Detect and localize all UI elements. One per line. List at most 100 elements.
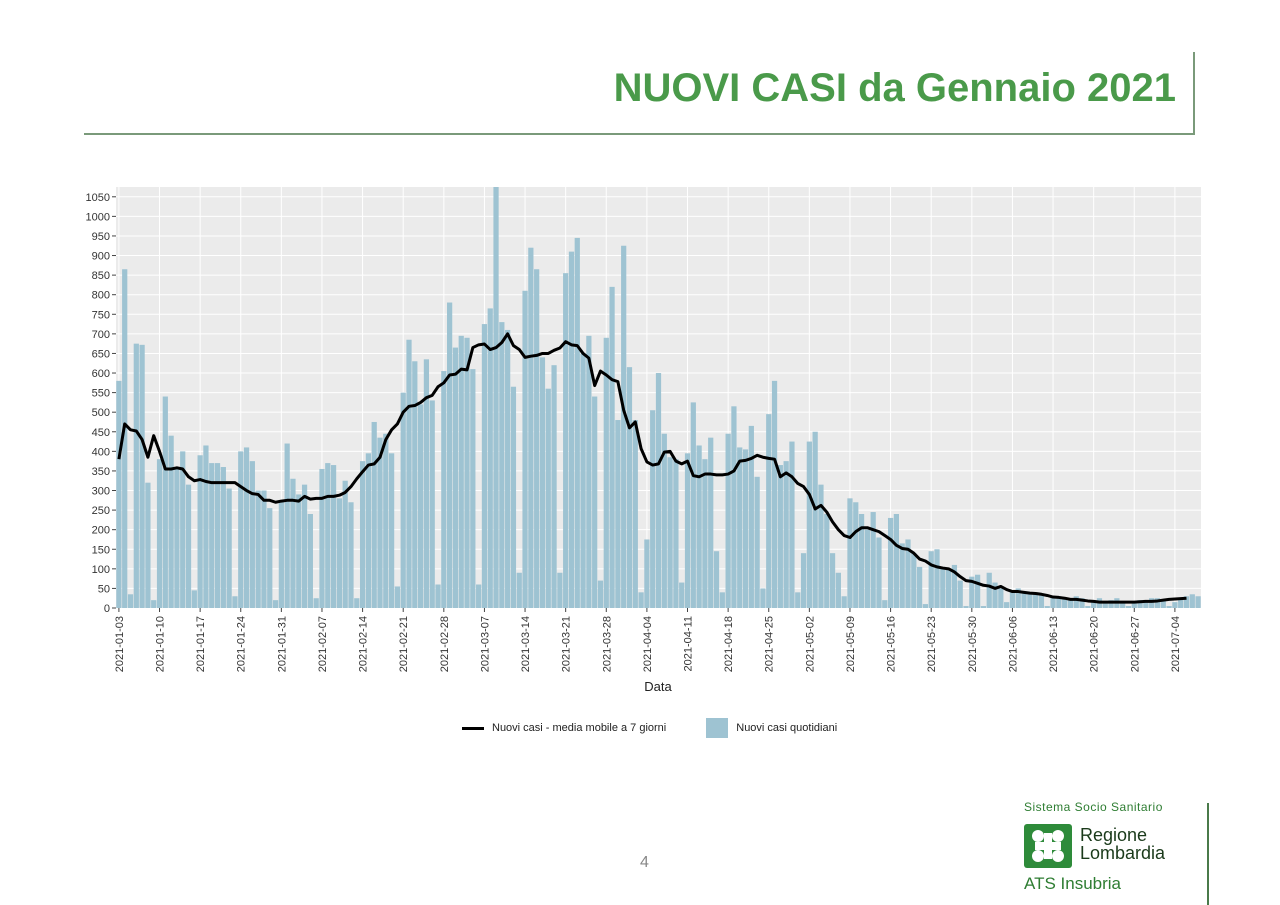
daily-cases-bar: [1149, 598, 1155, 608]
daily-cases-bar: [766, 414, 772, 608]
daily-cases-bar: [911, 553, 917, 608]
daily-cases-bar: [1195, 596, 1201, 608]
daily-cases-bar: [684, 453, 691, 608]
daily-cases-bar: [748, 425, 754, 608]
daily-cases-bar: [249, 461, 255, 608]
y-tick-label: 450: [92, 427, 110, 439]
daily-cases-bar: [876, 537, 882, 608]
legend-bar-label: Nuovi casi quotidiani: [736, 722, 838, 734]
x-tick-label: 2021-04-18: [723, 616, 735, 672]
x-tick-label: 2021-03-21: [561, 616, 573, 672]
x-tick-label: 2021-04-25: [764, 616, 776, 672]
daily-cases-bar: [348, 502, 354, 608]
daily-cases-bar: [139, 344, 145, 608]
y-tick-label: 200: [92, 525, 110, 537]
daily-cases-bar: [145, 482, 151, 608]
y-tick-label: 850: [92, 270, 110, 282]
daily-cases-bar: [1125, 606, 1132, 608]
daily-cases-bar: [661, 433, 667, 608]
daily-cases-bar: [771, 380, 778, 608]
daily-cases-bar: [905, 539, 911, 608]
daily-cases-bar: [702, 459, 708, 608]
daily-cases-bar: [1166, 606, 1172, 608]
daily-cases-bar: [1050, 596, 1056, 608]
daily-cases-bar: [679, 582, 685, 608]
daily-cases-bar: [394, 586, 401, 608]
daily-cases-bar: [319, 468, 325, 608]
x-tick-label: 2021-06-13: [1048, 616, 1060, 672]
daily-cases-bar: [325, 463, 331, 608]
daily-cases-bar: [725, 433, 731, 608]
daily-cases-bar: [574, 237, 580, 608]
y-tick-label: 150: [92, 544, 110, 556]
daily-cases-bar: [447, 302, 453, 608]
daily-cases-bar: [406, 339, 412, 608]
daily-cases-bar: [922, 604, 929, 608]
daily-cases-bar: [452, 347, 459, 608]
x-tick-label: 2021-05-23: [926, 616, 938, 672]
x-tick-label: 2021-07-04: [1170, 616, 1182, 672]
daily-cases-bar: [667, 457, 673, 608]
daily-cases-bar: [864, 529, 870, 608]
daily-cases-bar: [307, 514, 313, 608]
legend-line-swatch: [462, 726, 484, 730]
daily-cases-bar: [214, 463, 221, 608]
daily-cases-bar: [719, 592, 725, 608]
daily-cases-bar: [887, 517, 894, 608]
daily-cases-bar: [191, 590, 197, 608]
daily-cases-bar: [470, 369, 476, 608]
daily-cases-bar: [621, 245, 627, 608]
daily-cases-bar: [742, 449, 749, 608]
daily-cases-bar: [476, 584, 482, 608]
daily-cases-bar: [1120, 602, 1126, 608]
daily-cases-bar: [737, 447, 743, 608]
daily-cases-bar: [592, 396, 598, 608]
daily-cases-bar: [777, 465, 783, 608]
daily-cases-bar: [388, 453, 395, 608]
y-tick-label: 750: [92, 309, 110, 321]
logo-name-line2: Lombardia: [1080, 843, 1166, 863]
title-side-rule: [1193, 52, 1195, 135]
daily-cases-bar: [516, 572, 522, 608]
daily-cases-bar: [1044, 606, 1050, 608]
daily-cases-bar: [1079, 598, 1085, 608]
x-tick-label: 2021-03-14: [520, 616, 532, 672]
x-tick-label: 2021-03-07: [479, 616, 491, 672]
daily-cases-bar: [534, 269, 540, 608]
daily-cases-bar: [261, 490, 267, 608]
daily-cases-bar: [151, 600, 157, 608]
x-tick-label: 2021-02-14: [358, 616, 370, 672]
daily-cases-bar: [1056, 596, 1062, 608]
daily-cases-bar: [313, 598, 319, 608]
daily-cases-bar: [418, 404, 424, 608]
y-tick-label: 300: [92, 486, 110, 498]
daily-cases-bar: [789, 441, 795, 608]
daily-cases-bar: [795, 592, 801, 608]
daily-cases-bar: [754, 476, 760, 608]
y-tick-label: 100: [92, 564, 110, 576]
daily-cases-bar: [928, 551, 934, 608]
daily-cases-bar: [1154, 598, 1161, 608]
daily-cases-bar: [1033, 592, 1039, 608]
daily-cases-bar: [296, 494, 302, 608]
daily-cases-bar: [783, 461, 789, 608]
daily-cases-bar: [586, 335, 592, 608]
daily-cases-bar: [916, 566, 923, 608]
ats-logo: Sistema Socio Sanitario Regione Lombardi…: [1022, 800, 1202, 900]
daily-cases-bar: [858, 514, 865, 608]
x-tick-label: 2021-01-31: [276, 616, 288, 672]
daily-cases-bar: [1137, 600, 1143, 608]
y-tick-label: 350: [92, 466, 110, 478]
legend-bar-swatch: [706, 718, 729, 738]
daily-cases-bar: [1009, 590, 1016, 608]
daily-cases-bar: [1108, 600, 1114, 608]
daily-cases-bar: [1038, 594, 1045, 608]
daily-cases-bar: [655, 373, 662, 608]
daily-cases-bar: [481, 324, 488, 608]
x-tick-label: 2021-04-04: [642, 616, 654, 672]
daily-cases-bar: [174, 468, 180, 608]
daily-cases-bar: [238, 451, 244, 608]
legend-item-line: Nuovi casi - media mobile a 7 giorni: [462, 722, 666, 734]
daily-cases-bar: [1172, 602, 1178, 608]
legend-line-label: Nuovi casi - media mobile a 7 giorni: [492, 722, 667, 734]
